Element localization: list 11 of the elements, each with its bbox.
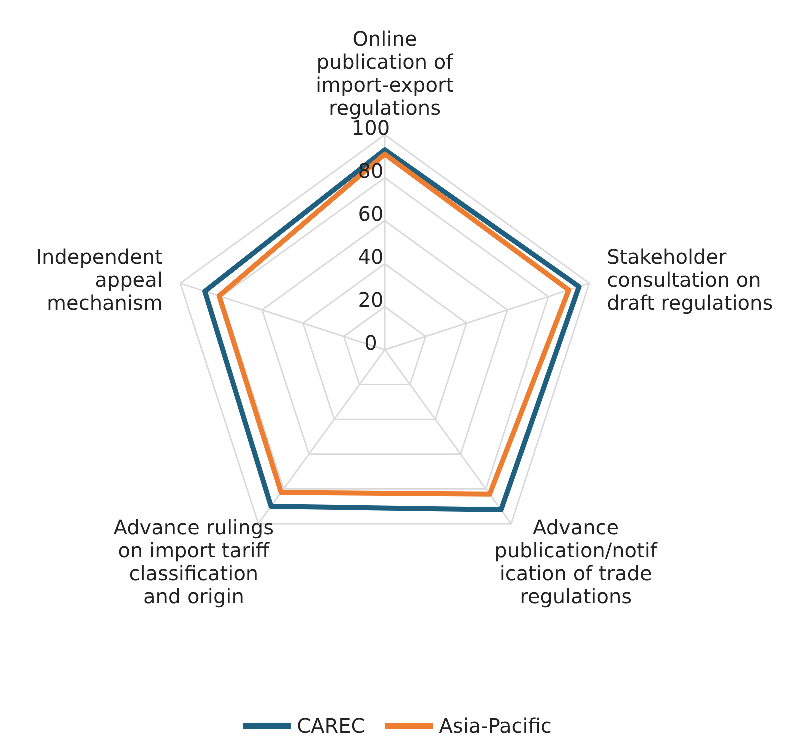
y-tick-label: 0 [364,331,378,355]
spoke-label: Stakeholder consultation on draft regulations [607,245,774,316]
y-tick-label: 20 [358,288,384,312]
spoke-label: Independent appeal mechanism [36,245,164,316]
y-tick-label: 40 [358,245,384,269]
y-tick-label: 60 [358,202,384,226]
legend-label: Asia-Pacific [438,714,552,738]
spoke-label: Advance rulings on import tariff classification and origin [114,515,274,608]
spoke-label: Online publication of import-export regulations [316,27,454,120]
legend-label: CAREC [296,714,366,738]
spoke-label: Advance publication/notification of trade regulations [494,515,658,608]
